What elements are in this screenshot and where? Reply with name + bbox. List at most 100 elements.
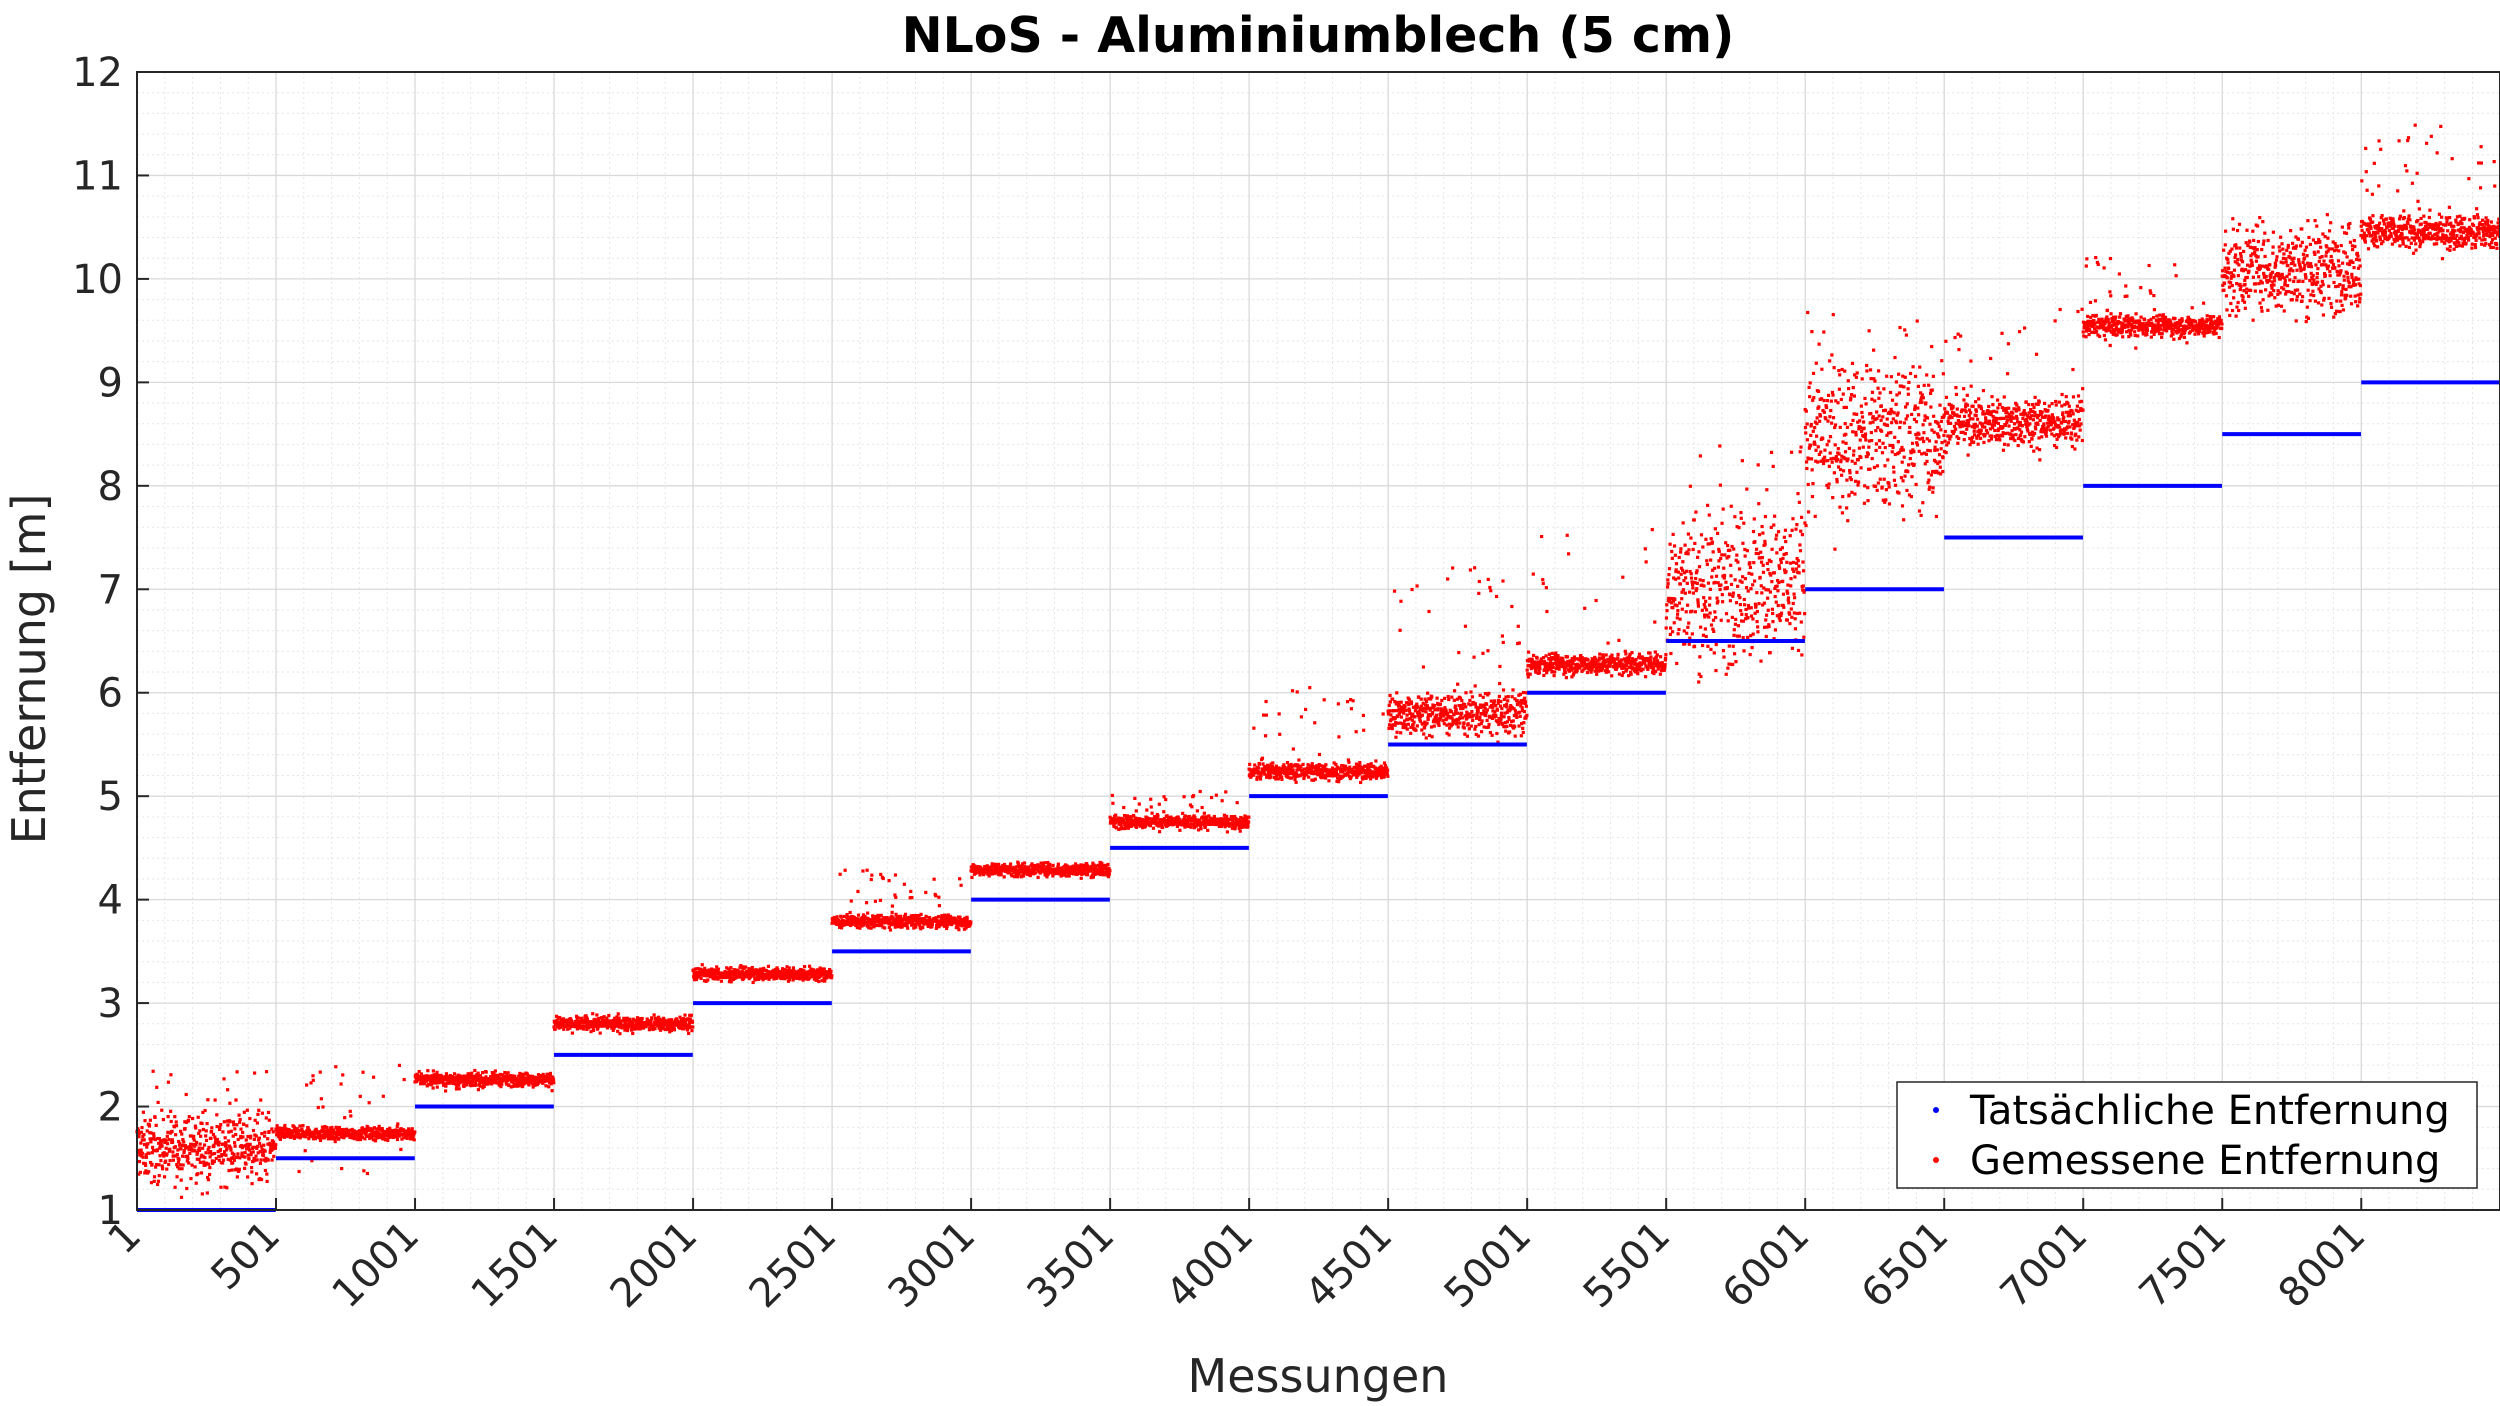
measured-point — [145, 1145, 149, 1149]
measured-point — [476, 1071, 480, 1075]
measured-point — [462, 1074, 467, 1078]
measured-point — [1014, 873, 1018, 877]
measured-point — [1073, 865, 1077, 869]
measured-point — [519, 1084, 523, 1088]
measured-point — [270, 1127, 274, 1131]
measured-point — [1013, 875, 1017, 879]
measured-point — [1406, 722, 1411, 726]
measured-point — [1473, 727, 1477, 731]
measured-point — [990, 862, 994, 866]
measured-point — [814, 973, 818, 977]
measured-point — [357, 1129, 362, 1133]
measured-point — [201, 1146, 205, 1150]
measured-point — [666, 1027, 670, 1032]
measured-point — [1395, 691, 1399, 695]
measured-point — [266, 1142, 270, 1146]
measured-point — [1338, 774, 1342, 778]
measured-point — [1166, 823, 1170, 828]
measured-point — [498, 1072, 502, 1077]
measured-point — [1401, 725, 1405, 730]
measured-point — [1263, 772, 1267, 776]
measured-point — [1426, 691, 1430, 695]
measured-point — [761, 978, 765, 982]
measured-point — [242, 1144, 246, 1148]
measured-point — [234, 1132, 238, 1137]
measured-point — [1243, 814, 1247, 818]
measured-point — [1419, 708, 1423, 712]
measured-point — [364, 1129, 368, 1134]
measured-point — [196, 1115, 200, 1119]
measured-point — [265, 1179, 269, 1184]
measured-point — [398, 1128, 403, 1133]
measured-point — [1407, 707, 1411, 711]
measured-point — [1483, 706, 1487, 711]
measured-point — [579, 1026, 583, 1030]
measured-point — [1382, 761, 1387, 765]
measured-point — [1365, 774, 1369, 778]
measured-point — [149, 1140, 153, 1144]
measured-point — [215, 1113, 219, 1117]
measured-point — [715, 965, 719, 969]
measured-point — [825, 971, 829, 975]
measured-point — [890, 904, 895, 908]
measured-point — [152, 1132, 156, 1136]
measured-point — [670, 1018, 674, 1022]
measured-point — [1194, 818, 1198, 823]
measured-point — [239, 1127, 243, 1131]
measured-point — [254, 1134, 258, 1138]
measured-point — [986, 865, 990, 869]
measured-point — [905, 916, 910, 920]
measured-point — [693, 967, 698, 971]
measured-point — [444, 1084, 448, 1088]
measured-point — [1051, 863, 1055, 868]
measured-point — [962, 923, 966, 927]
measured-point — [1020, 862, 1025, 866]
measured-point — [1423, 697, 1427, 701]
measured-point — [1036, 875, 1040, 879]
measured-point — [272, 1154, 276, 1158]
measured-point — [958, 877, 962, 881]
measured-point — [1424, 700, 1429, 704]
measured-point — [1222, 819, 1226, 823]
measured-point — [1401, 722, 1406, 726]
measured-point — [604, 1024, 608, 1028]
measured-point — [1434, 713, 1439, 717]
measured-point — [758, 973, 762, 977]
measured-point — [1442, 722, 1446, 726]
measured-point — [148, 1118, 152, 1122]
measured-point — [1224, 790, 1228, 794]
measured-point — [226, 1139, 231, 1143]
measured-point — [294, 1135, 299, 1139]
measured-point — [191, 1142, 195, 1147]
measured-point — [156, 1179, 161, 1183]
measured-point — [465, 1077, 469, 1081]
measured-point — [1382, 774, 1386, 778]
measured-point — [392, 1128, 396, 1133]
measured-point — [370, 1128, 375, 1132]
measured-point — [412, 1138, 416, 1142]
measured-point — [881, 925, 885, 929]
measured-point — [1337, 735, 1341, 739]
measured-point — [1441, 711, 1446, 715]
measured-point — [729, 980, 733, 984]
measured-point — [346, 1128, 350, 1132]
measured-point — [1246, 824, 1250, 828]
measured-point — [1458, 721, 1462, 725]
measured-point — [430, 1074, 434, 1078]
measured-point — [1321, 771, 1325, 775]
measured-point — [610, 1026, 614, 1030]
measured-point — [1373, 771, 1377, 775]
measured-point — [1190, 822, 1194, 826]
measured-point — [388, 1126, 392, 1130]
measured-point — [1462, 721, 1466, 725]
measured-point — [1335, 779, 1339, 783]
measured-point — [1421, 709, 1425, 713]
measured-point — [1134, 809, 1138, 813]
measured-point — [348, 1109, 352, 1113]
measured-point — [866, 911, 870, 915]
measured-point — [179, 1129, 183, 1133]
measured-point — [584, 1014, 588, 1018]
measured-point — [180, 1167, 184, 1171]
measured-point — [936, 915, 941, 919]
measured-point — [770, 975, 775, 979]
